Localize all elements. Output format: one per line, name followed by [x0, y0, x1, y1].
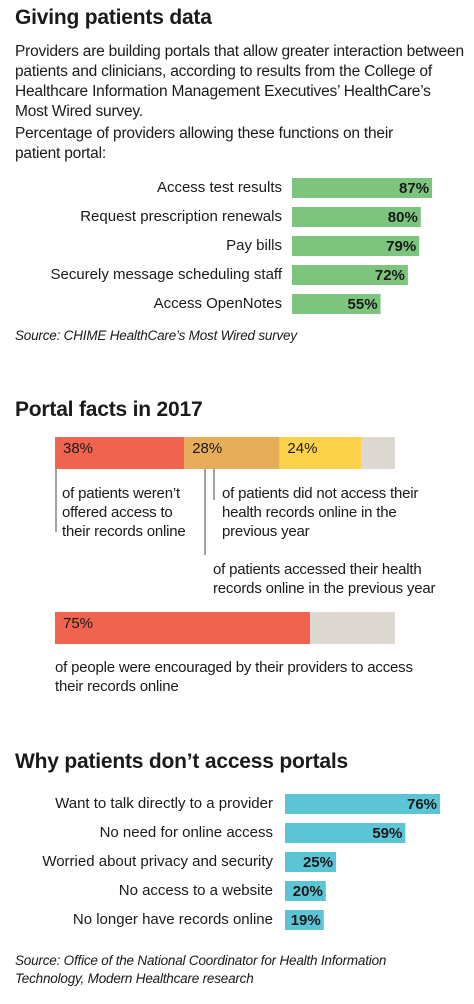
value-label: 59%	[372, 825, 402, 842]
section-title: Giving patients data	[15, 6, 212, 29]
value-label: 72%	[375, 267, 405, 284]
annotation: of patients accessed their health record…	[213, 561, 436, 597]
value-label: 75%	[63, 615, 93, 632]
category-label: No need for online access	[100, 824, 273, 841]
value-label: 80%	[388, 209, 418, 226]
value-label: 79%	[386, 238, 416, 255]
value-label: 76%	[407, 796, 437, 813]
category-label: Securely message scheduling staff	[50, 266, 282, 283]
category-label: Request prescription renewals	[80, 208, 282, 225]
bar	[285, 823, 406, 843]
section-title: Why patients don’t access portals	[15, 750, 348, 773]
category-label: Worried about privacy and security	[42, 853, 273, 870]
annotation: of patients weren’t offered access to th…	[62, 485, 186, 540]
bar-segment	[184, 437, 280, 469]
section-title: Portal facts in 2017	[15, 398, 203, 421]
bar-segment	[279, 437, 361, 469]
value-label: 24%	[287, 440, 317, 457]
bar-segment	[55, 612, 310, 644]
annotation: of people were encouraged by their provi…	[55, 659, 413, 695]
annotation: of patients did not access their health …	[222, 485, 419, 540]
bar	[285, 881, 326, 901]
value-label: 19%	[291, 912, 321, 929]
bar	[292, 265, 408, 285]
category-label: Want to talk directly to a provider	[55, 795, 273, 812]
value-label: 20%	[293, 883, 323, 900]
bar	[292, 236, 420, 256]
bar	[285, 852, 336, 872]
value-label: 25%	[303, 854, 333, 871]
category-label: Access test results	[157, 179, 282, 196]
category-label: No longer have records online	[73, 911, 273, 928]
category-label: Access OpenNotes	[154, 295, 282, 312]
category-label: Pay bills	[226, 237, 282, 254]
bar	[292, 294, 381, 314]
category-label: No access to a website	[119, 882, 273, 899]
source: Source: CHIME HealthCare’s Most Wired su…	[15, 328, 297, 343]
bar	[285, 910, 324, 930]
value-label: 87%	[399, 180, 429, 197]
subtitle: Percentage of providers allowing these f…	[15, 125, 394, 162]
description: Providers are building portals that allo…	[15, 43, 464, 120]
value-label: 55%	[348, 296, 378, 313]
value-label: 28%	[192, 440, 222, 457]
bar	[292, 207, 421, 227]
value-label: 38%	[63, 440, 93, 457]
bar	[292, 178, 433, 198]
bar-segment	[55, 437, 185, 469]
bar	[285, 794, 441, 814]
source: Source: Office of the National Coordinat…	[15, 953, 387, 986]
